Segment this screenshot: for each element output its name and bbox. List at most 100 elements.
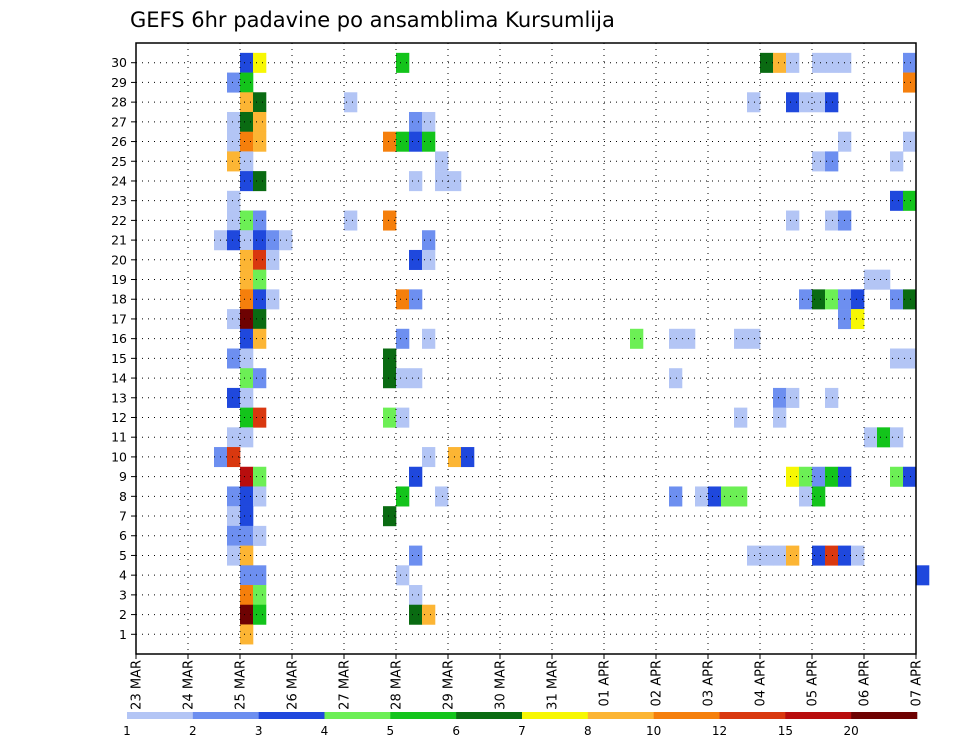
heatmap-cell xyxy=(851,289,865,310)
heatmap-cell xyxy=(227,387,241,408)
y-tick-label: 1 xyxy=(119,627,127,642)
x-tick-label: 28 MAR xyxy=(390,660,405,710)
heatmap-cell xyxy=(409,604,423,625)
heatmap-cell xyxy=(825,52,839,73)
heatmap-cell xyxy=(799,486,813,507)
heatmap-cell xyxy=(890,466,904,487)
heatmap-cell xyxy=(253,52,267,73)
heatmap-cell xyxy=(812,466,826,487)
x-tick-label: 23 MAR xyxy=(130,660,145,710)
legend-label: 5 xyxy=(387,724,395,738)
x-tick-label: 25 MAR xyxy=(234,660,249,710)
cells-layer xyxy=(214,52,930,645)
heatmap-cell xyxy=(773,407,787,428)
heatmap-cell xyxy=(383,506,397,527)
heatmap-cell xyxy=(240,466,254,487)
legend-swatch xyxy=(456,712,523,719)
heatmap-cell xyxy=(825,545,839,566)
y-tick-label: 26 xyxy=(111,134,127,149)
x-tick-labels: 23 MAR 24 MAR 25 MAR 26 MAR 27 MAR 28 MAR 29 M… xyxy=(130,660,925,710)
heatmap-cell xyxy=(890,151,904,172)
heatmap-cell xyxy=(240,585,254,606)
heatmap-cell xyxy=(890,348,904,369)
legend-swatch xyxy=(851,712,918,719)
heatmap-cell xyxy=(396,131,410,152)
heatmap-cell xyxy=(240,407,254,428)
heatmap-cell xyxy=(825,466,839,487)
y-tick-label: 12 xyxy=(111,410,127,425)
y-tick-label: 15 xyxy=(111,351,127,366)
heatmap-cell xyxy=(773,387,787,408)
legend-swatch xyxy=(522,712,589,719)
heatmap-cell xyxy=(903,52,917,73)
heatmap-cell xyxy=(669,486,683,507)
heatmap-cell xyxy=(253,269,267,290)
heatmap-cell xyxy=(799,466,813,487)
heatmap-cell xyxy=(461,447,475,468)
heatmap-cell xyxy=(903,289,917,310)
y-tick-label: 7 xyxy=(119,509,127,524)
heatmap-cell xyxy=(799,289,813,310)
heatmap-cell xyxy=(812,545,826,566)
legend-label: 15 xyxy=(778,724,793,738)
x-tick-label: 01 APR xyxy=(598,660,613,706)
y-tick-label: 16 xyxy=(111,331,127,346)
heatmap-cell xyxy=(396,289,410,310)
heatmap-cell xyxy=(422,230,436,251)
y-tick-label: 20 xyxy=(111,252,127,267)
heatmap-cell xyxy=(409,545,423,566)
heatmap-cell xyxy=(435,486,449,507)
heatmap-cell xyxy=(786,52,800,73)
heatmap-cell xyxy=(227,486,241,507)
heatmap-cell xyxy=(422,111,436,132)
legend-swatch xyxy=(390,712,457,719)
heatmap-cell xyxy=(240,289,254,310)
heatmap-cell xyxy=(786,92,800,113)
plot-frame xyxy=(135,42,917,655)
legend-label: 1 xyxy=(123,724,131,738)
heatmap-cell xyxy=(773,52,787,73)
y-tick-labels: 1234567891011121314151617181920212223242… xyxy=(111,55,127,642)
legend-label: 3 xyxy=(255,724,263,738)
heatmap-cell xyxy=(786,210,800,231)
heatmap-cell xyxy=(253,111,267,132)
legend-label: 10 xyxy=(646,724,661,738)
x-tick-label: 31 MAR xyxy=(546,660,561,710)
heatmap-cell xyxy=(734,328,748,349)
x-tick-label: 30 MAR xyxy=(494,660,509,710)
y-tick-label: 25 xyxy=(111,154,127,169)
heatmap-cell xyxy=(383,210,397,231)
heatmap-cell xyxy=(903,131,917,152)
heatmap-cell xyxy=(773,545,787,566)
heatmap-cell xyxy=(227,151,241,172)
y-tick-label: 27 xyxy=(111,114,127,129)
heatmap-cell xyxy=(240,309,254,330)
y-tick-label: 28 xyxy=(111,95,127,110)
legend-swatch xyxy=(127,712,194,719)
heatmap-cell xyxy=(240,230,254,251)
heatmap-cell xyxy=(253,565,267,586)
legend-swatch xyxy=(258,712,325,719)
legend-label: 7 xyxy=(518,724,526,738)
heatmap-cell xyxy=(890,289,904,310)
y-tick-label: 22 xyxy=(111,213,127,228)
legend-label: 12 xyxy=(712,724,727,738)
heatmap-cell xyxy=(253,604,267,625)
legend-swatch xyxy=(719,712,786,719)
heatmap-cell xyxy=(422,447,436,468)
heatmap-cell xyxy=(409,289,423,310)
heatmap-cell xyxy=(383,407,397,428)
heatmap-cell xyxy=(396,486,410,507)
heatmap-cell xyxy=(396,565,410,586)
heatmap-cell xyxy=(409,585,423,606)
legend-label: 4 xyxy=(321,724,329,738)
heatmap-cell xyxy=(227,427,241,448)
heatmap-cell xyxy=(240,171,254,192)
heatmap-cell xyxy=(812,92,826,113)
heatmap-cell xyxy=(383,348,397,369)
heatmap-cell xyxy=(227,309,241,330)
heatmap-cell xyxy=(630,328,644,349)
heatmap-cell xyxy=(344,92,358,113)
x-tick-label: 06 APR xyxy=(858,660,873,706)
